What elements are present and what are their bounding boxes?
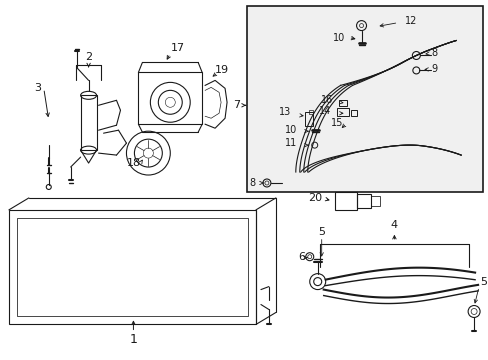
Text: 5: 5	[318, 227, 325, 237]
Text: 6: 6	[298, 252, 305, 262]
Bar	[81, 95, 96, 150]
Text: 4: 4	[390, 220, 397, 230]
Bar	[334, 192, 356, 210]
Text: 11: 11	[284, 138, 296, 148]
Text: 20: 20	[307, 193, 321, 203]
Bar	[138, 72, 202, 124]
Bar	[356, 194, 370, 208]
Text: 19: 19	[215, 66, 229, 76]
Bar	[338, 100, 346, 106]
Text: 8: 8	[248, 178, 255, 188]
Text: 15: 15	[330, 118, 342, 128]
Text: 17: 17	[171, 42, 185, 53]
Text: 1: 1	[129, 333, 137, 346]
Text: 14: 14	[318, 106, 330, 116]
Bar	[370, 196, 380, 206]
Text: 12: 12	[405, 15, 417, 26]
Text: 3: 3	[34, 84, 41, 93]
Text: 9: 9	[430, 64, 436, 75]
Bar	[308, 110, 312, 114]
Bar	[350, 110, 356, 116]
Text: 5: 5	[480, 276, 487, 287]
Bar	[336, 108, 348, 116]
Bar	[246, 6, 482, 192]
Text: 16: 16	[320, 95, 332, 105]
Text: 10: 10	[284, 125, 296, 135]
Text: 8: 8	[430, 49, 436, 58]
Bar	[9, 210, 255, 324]
Text: 2: 2	[85, 53, 92, 63]
Text: 10: 10	[332, 32, 344, 42]
Bar	[17, 218, 247, 316]
Text: 18: 18	[126, 158, 140, 168]
Bar	[304, 112, 312, 126]
Text: 7: 7	[233, 100, 240, 110]
Text: 13: 13	[278, 107, 290, 117]
